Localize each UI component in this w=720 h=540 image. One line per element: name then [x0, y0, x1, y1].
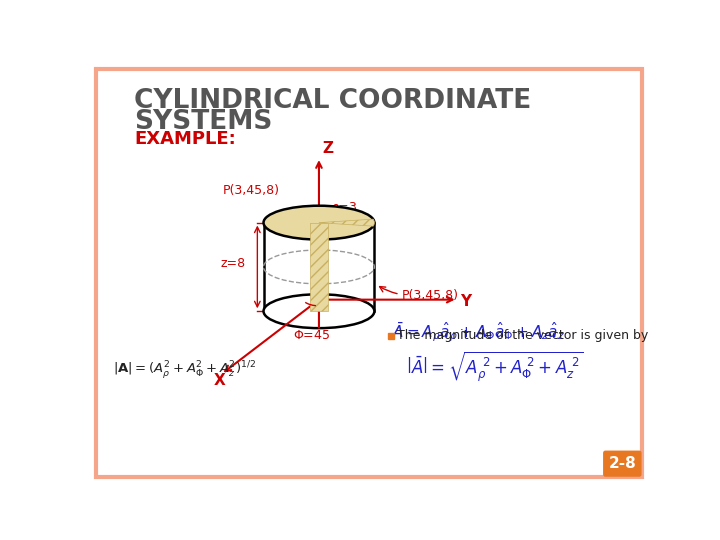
Text: $\rho$=3: $\rho$=3	[330, 200, 357, 217]
Text: $\Phi$=45: $\Phi$=45	[292, 329, 330, 342]
Text: SYSTEMS: SYSTEMS	[134, 109, 273, 134]
Text: z=8: z=8	[220, 258, 246, 271]
Text: CYLINDRICAL COORDINATE: CYLINDRICAL COORDINATE	[134, 88, 531, 114]
FancyBboxPatch shape	[96, 69, 642, 477]
Bar	[310, 222, 328, 311]
Text: 2-8: 2-8	[608, 456, 636, 471]
Text: The magnitude of the vector is given by: The magnitude of the vector is given by	[397, 329, 649, 342]
Ellipse shape	[264, 206, 374, 240]
Polygon shape	[319, 219, 374, 226]
Text: EXAMPLE:: EXAMPLE:	[134, 130, 236, 148]
Text: X: X	[213, 373, 225, 388]
Ellipse shape	[264, 294, 374, 328]
Text: $|\mathbf{A}| = (A_{\rho}^2 + A_{\Phi}^2 + A_z^2)^{1/2}$: $|\mathbf{A}| = (A_{\rho}^2 + A_{\Phi}^2…	[113, 359, 256, 381]
Text: $\left|\bar{A}\right| = \sqrt{A_{\rho}^{\ 2} + A_{\Phi}^{\ 2} + A_z^{\ 2}}$: $\left|\bar{A}\right| = \sqrt{A_{\rho}^{…	[406, 350, 583, 384]
Text: Y: Y	[460, 294, 471, 309]
Text: Z: Z	[322, 140, 333, 156]
FancyBboxPatch shape	[603, 450, 642, 477]
Text: P(3,45,8): P(3,45,8)	[401, 289, 459, 302]
Text: P(3,45,8): P(3,45,8)	[222, 184, 279, 197]
Text: $\bar{A} = A_{\rho}\hat{a}_{\rho} + A_{\Phi}\hat{a}_{\Phi} + A_z\hat{a}_z$: $\bar{A} = A_{\rho}\hat{a}_{\rho} + A_{\…	[392, 320, 565, 344]
